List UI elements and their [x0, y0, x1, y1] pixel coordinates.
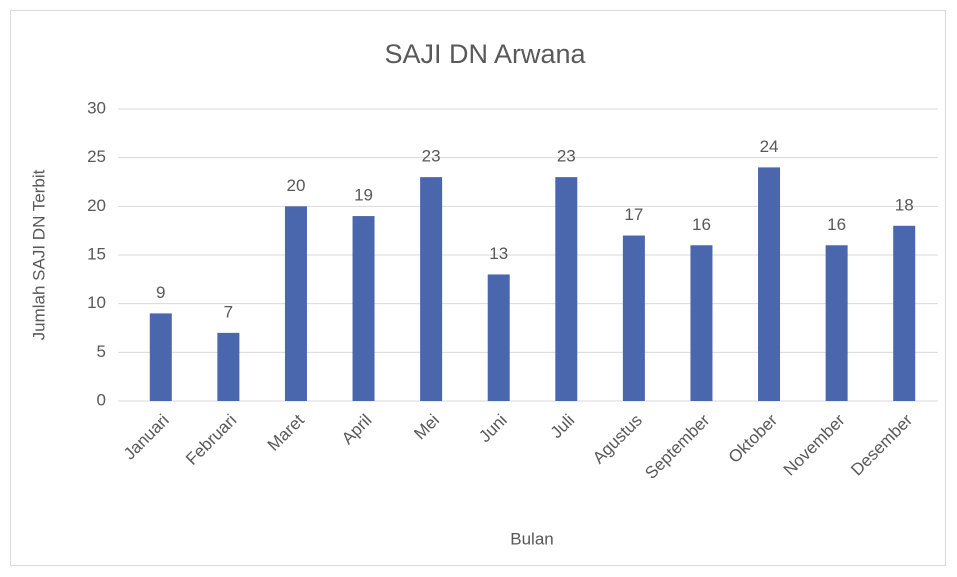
y-tick-label: 25 [87, 147, 106, 166]
data-label: 16 [827, 215, 846, 234]
data-label: 16 [692, 215, 711, 234]
data-label: 24 [760, 137, 779, 156]
y-tick-label: 20 [87, 196, 106, 215]
data-label: 20 [286, 176, 305, 195]
data-label: 17 [624, 205, 643, 224]
bar [217, 332, 240, 401]
data-label: 23 [422, 147, 441, 166]
bar [622, 235, 645, 401]
chart-title: SAJI DN Arwana [384, 39, 586, 69]
y-tick-label: 30 [87, 98, 106, 117]
bar [555, 177, 578, 401]
bar [487, 274, 510, 401]
bar [690, 245, 713, 401]
bar [352, 216, 375, 401]
y-tick-label: 0 [97, 390, 106, 409]
bar [893, 225, 916, 401]
y-axis-title: Jumlah SAJI DN Terbit [29, 169, 48, 340]
bar [825, 245, 848, 401]
bar [758, 167, 781, 401]
y-tick-label: 15 [87, 244, 106, 263]
data-label: 9 [156, 283, 165, 302]
x-axis-title: Bulan [510, 529, 553, 548]
data-label: 23 [557, 147, 576, 166]
bar [420, 177, 443, 401]
bar [284, 206, 307, 401]
data-label: 13 [489, 244, 508, 263]
y-tick-label: 10 [87, 293, 106, 312]
data-label: 19 [354, 186, 373, 205]
y-tick-label: 5 [97, 342, 106, 361]
bar [149, 313, 172, 401]
data-label: 7 [224, 302, 233, 321]
chart-border [10, 10, 946, 566]
data-label: 18 [895, 195, 914, 214]
